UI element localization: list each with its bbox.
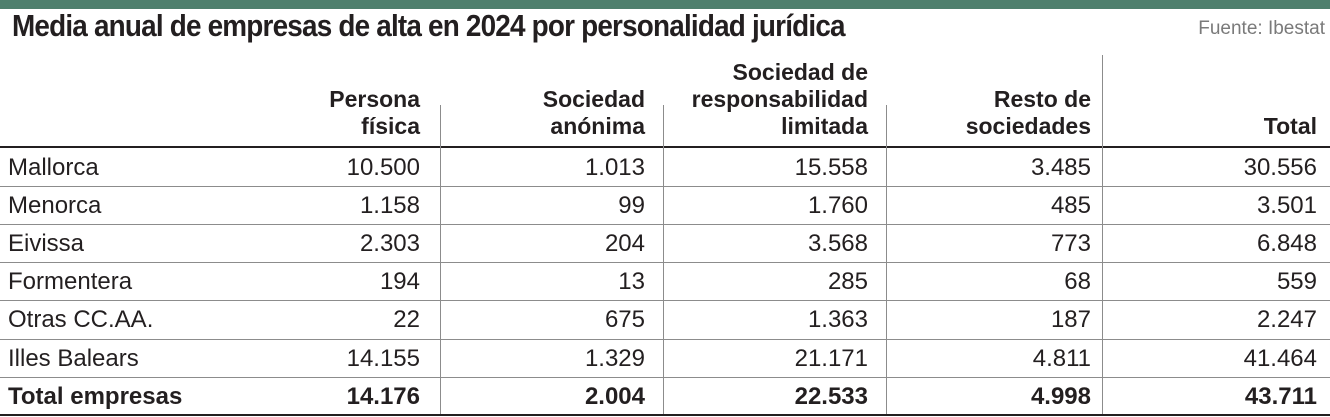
column-header-line: física bbox=[361, 113, 420, 139]
table-cell: 2.247 bbox=[1256, 306, 1317, 333]
table-cell: 3.568 bbox=[807, 230, 868, 257]
row-separator bbox=[0, 300, 1330, 301]
table-cell: 1.329 bbox=[584, 345, 645, 372]
column-header-line: Sociedad de bbox=[732, 59, 868, 85]
table-cell: 13 bbox=[618, 268, 645, 295]
table-cell: 15.558 bbox=[794, 154, 868, 181]
table-cell: 2.004 bbox=[584, 383, 645, 410]
row-separator bbox=[0, 224, 1330, 225]
source-note: Fuente: Ibestat bbox=[1198, 18, 1325, 39]
row-label: Illes Balears bbox=[8, 345, 139, 372]
table-cell: 21.171 bbox=[794, 345, 868, 372]
column-header-line: Persona bbox=[329, 86, 420, 112]
table-cell: 22 bbox=[393, 306, 420, 333]
table-cell: 14.155 bbox=[346, 345, 420, 372]
table-cell: 187 bbox=[1050, 306, 1091, 333]
column-header-line: limitada bbox=[781, 113, 868, 139]
row-label: Eivissa bbox=[8, 230, 85, 257]
header-rule bbox=[0, 146, 1330, 148]
column-header: Resto de sociedades bbox=[881, 86, 1091, 140]
table-cell: 559 bbox=[1276, 268, 1317, 295]
table-cell: 675 bbox=[604, 306, 645, 333]
row-label: Mallorca bbox=[8, 154, 99, 181]
top-accent-bar bbox=[0, 0, 1330, 9]
bottom-rule bbox=[0, 414, 1330, 416]
table-cell: 194 bbox=[379, 268, 420, 295]
table-cell: 485 bbox=[1050, 192, 1091, 219]
table-cell: 22.533 bbox=[794, 383, 868, 410]
table-cell: 773 bbox=[1050, 230, 1091, 257]
table-cell: 204 bbox=[604, 230, 645, 257]
table-cell: 1.158 bbox=[359, 192, 420, 219]
column-separator bbox=[886, 105, 887, 414]
table-cell: 4.811 bbox=[1032, 345, 1091, 372]
row-label: Menorca bbox=[8, 192, 102, 219]
row-label: Total empresas bbox=[8, 383, 183, 410]
row-separator bbox=[0, 339, 1330, 340]
column-separator bbox=[440, 105, 441, 414]
row-label: Formentera bbox=[8, 268, 133, 295]
column-header: Sociedad anónima bbox=[435, 86, 645, 140]
row-label: Otras CC.AA. bbox=[8, 306, 154, 333]
table-cell: 1.013 bbox=[584, 154, 645, 181]
table-cell: 1.363 bbox=[807, 306, 868, 333]
column-separator bbox=[663, 105, 664, 414]
column-header-line: sociedades bbox=[965, 113, 1091, 139]
table-cell: 43.711 bbox=[1244, 383, 1317, 410]
table-cell: 41.464 bbox=[1243, 345, 1317, 372]
table-cell: 10.500 bbox=[346, 154, 420, 181]
column-header: Persona física bbox=[210, 86, 420, 140]
column-header-line: responsabilidad bbox=[691, 86, 868, 112]
table-cell: 285 bbox=[827, 268, 868, 295]
table-cell: 4.998 bbox=[1030, 383, 1091, 410]
table-cell: 14.176 bbox=[346, 383, 420, 410]
column-header-line: anónima bbox=[550, 113, 645, 139]
row-separator bbox=[0, 186, 1330, 187]
table-cell: 3.501 bbox=[1256, 192, 1317, 219]
table-cell: 99 bbox=[618, 192, 645, 219]
column-header-line: Resto de bbox=[993, 86, 1091, 112]
column-separator bbox=[1102, 55, 1103, 414]
chart-title: Media anual de empresas de alta en 2024 … bbox=[12, 8, 846, 43]
row-separator bbox=[0, 262, 1330, 263]
table-cell: 68 bbox=[1064, 268, 1091, 295]
column-header-line: Sociedad bbox=[542, 86, 645, 112]
column-header-line: Total bbox=[1263, 113, 1317, 139]
table-cell: 3.485 bbox=[1030, 154, 1091, 181]
table-cell: 6.848 bbox=[1256, 230, 1317, 257]
column-header: Total bbox=[1107, 113, 1317, 140]
table-cell: 30.556 bbox=[1243, 154, 1317, 181]
column-header: Sociedad de responsabilidad limitada bbox=[658, 59, 868, 140]
table-cell: 1.760 bbox=[807, 192, 868, 219]
table-cell: 2.303 bbox=[359, 230, 420, 257]
row-separator bbox=[0, 377, 1330, 378]
